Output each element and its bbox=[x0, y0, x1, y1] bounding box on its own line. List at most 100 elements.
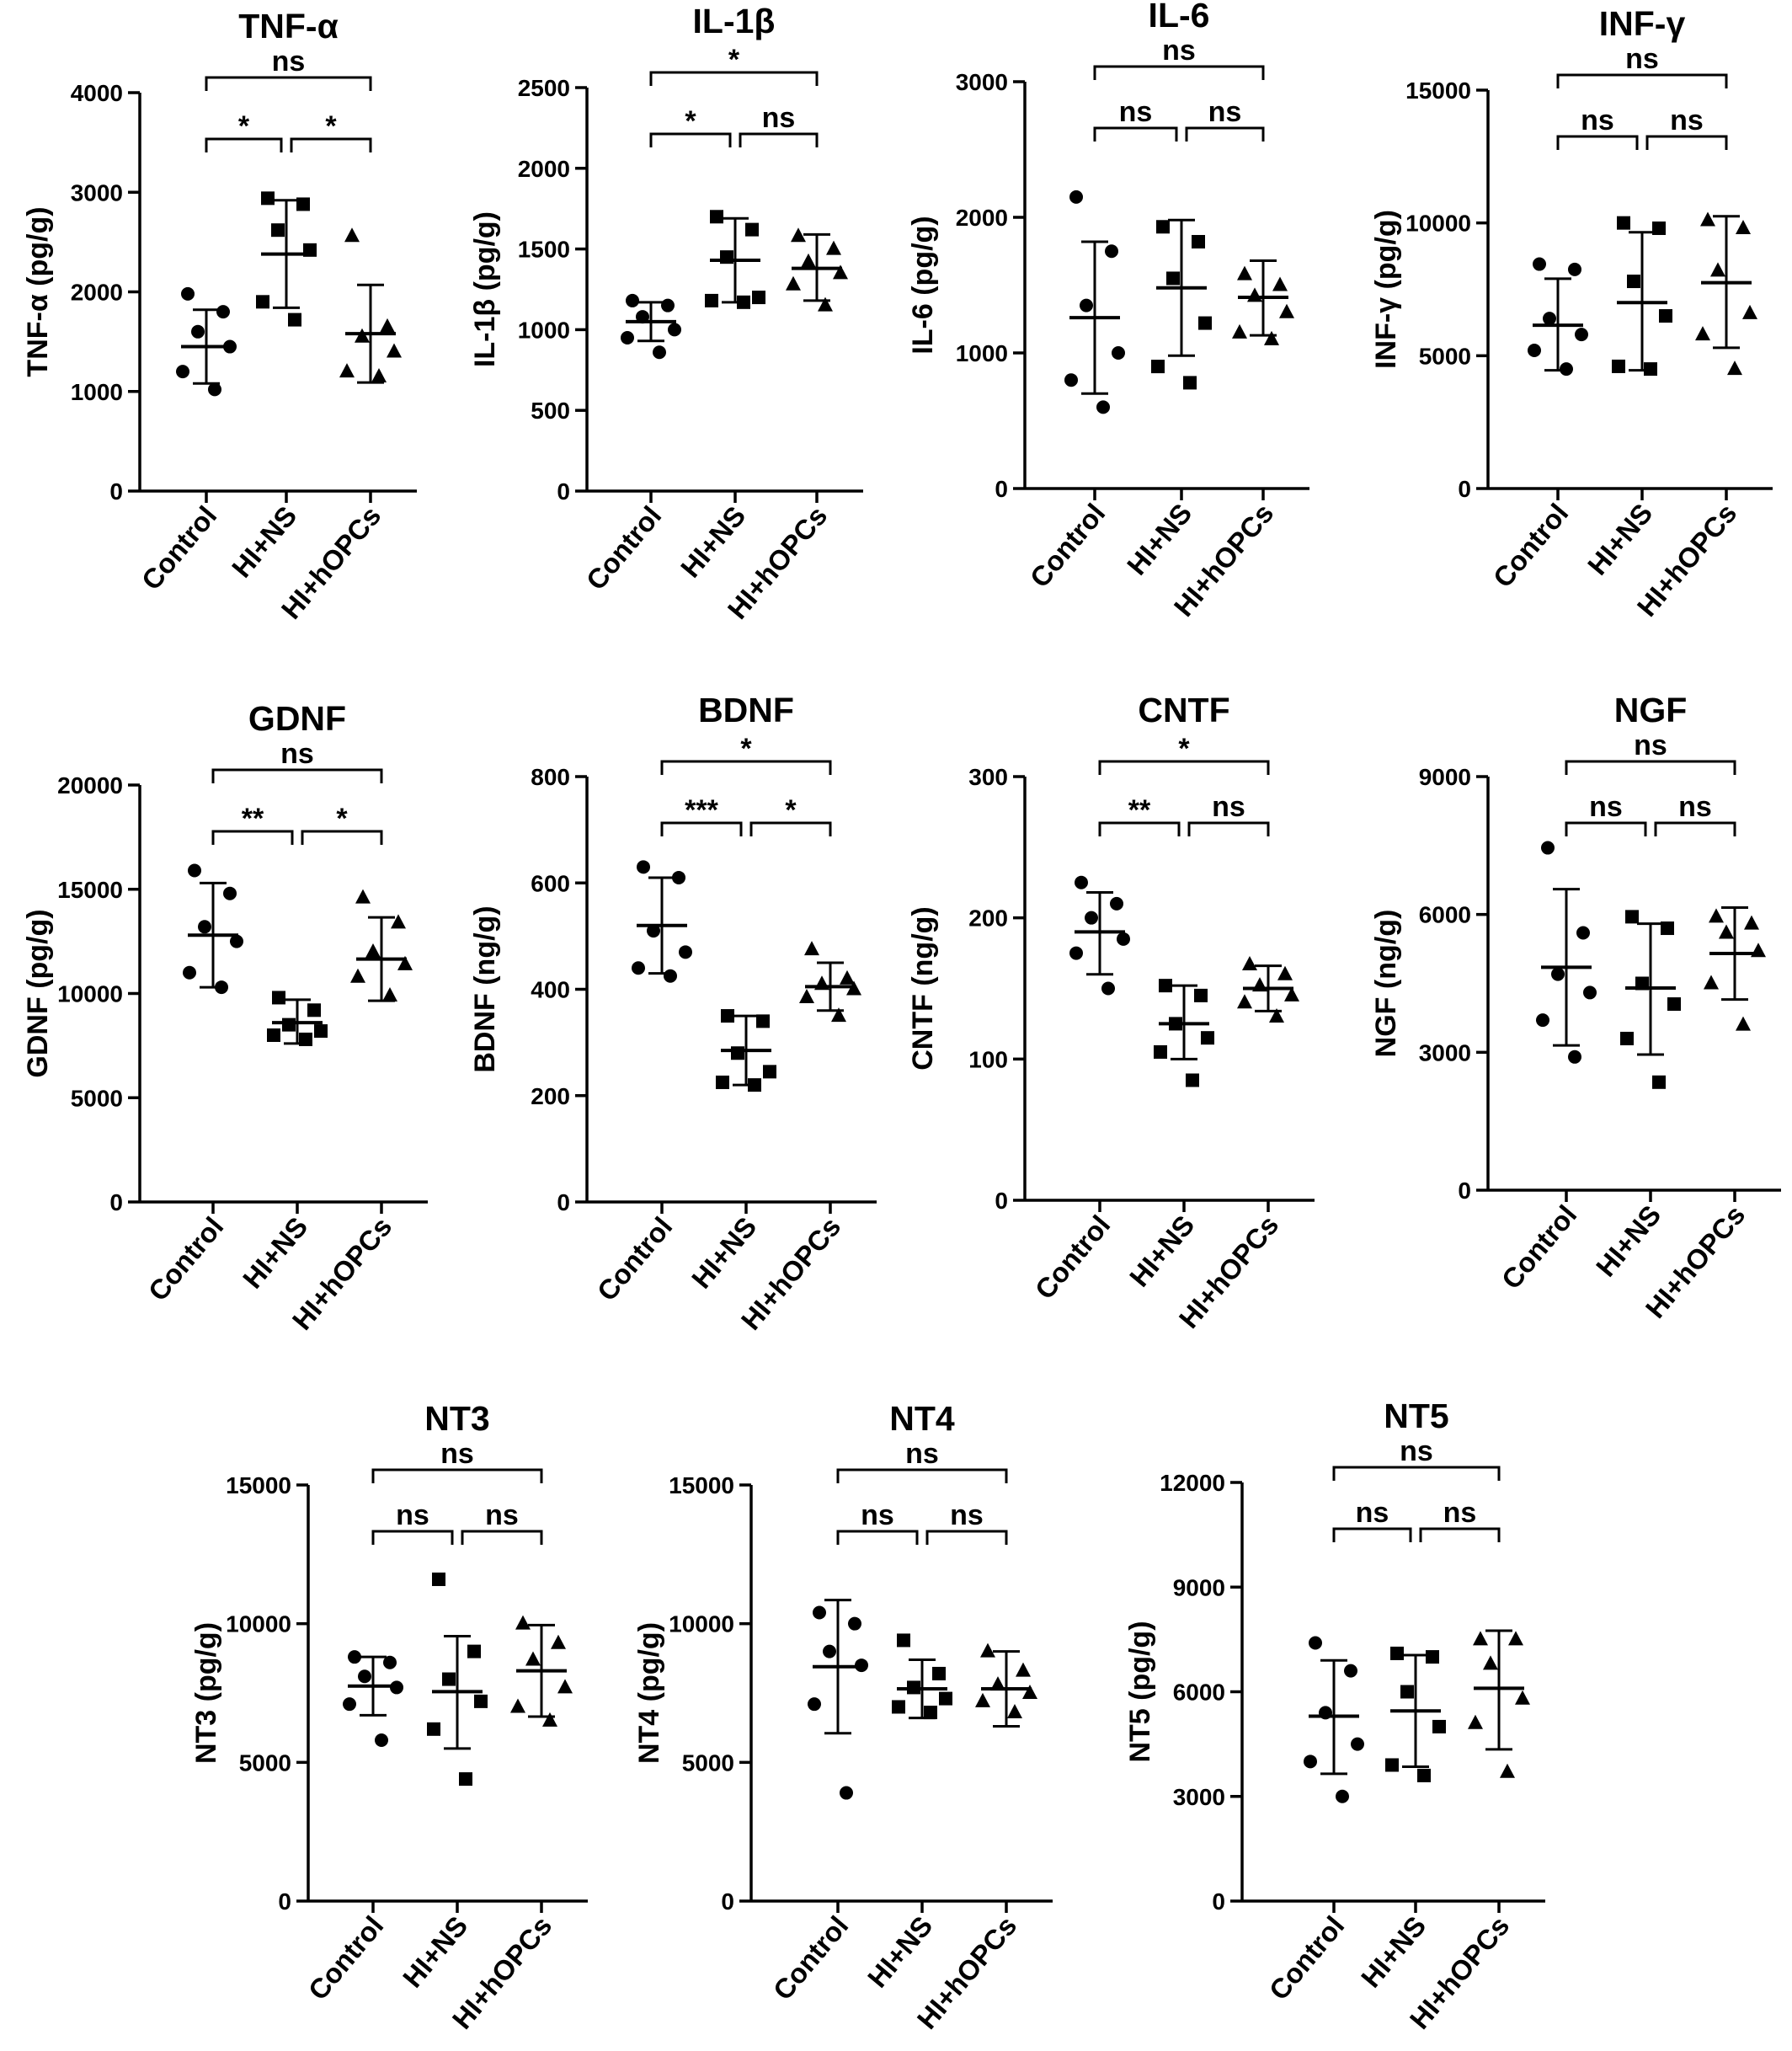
data-point bbox=[223, 886, 237, 900]
significance-bracket bbox=[836, 1530, 919, 1545]
y-tick-label: 1500 bbox=[518, 237, 570, 263]
significance-label: ns bbox=[905, 1438, 939, 1470]
y-tick-label: 100 bbox=[968, 1046, 1008, 1072]
data-point bbox=[892, 1700, 905, 1714]
x-tick-label: Control bbox=[580, 500, 668, 596]
data-point bbox=[990, 1676, 1005, 1691]
y-tick-label: 12000 bbox=[1160, 1470, 1225, 1496]
significance-label: ns bbox=[1634, 729, 1667, 761]
data-point bbox=[653, 345, 666, 360]
data-point bbox=[621, 330, 634, 345]
data-point bbox=[1508, 1631, 1523, 1646]
y-tick-label: 10000 bbox=[669, 1611, 734, 1637]
data-point bbox=[442, 1672, 456, 1686]
data-point bbox=[1192, 234, 1205, 248]
y-axis-label: BDNF (ng/g) bbox=[469, 905, 501, 1072]
data-point bbox=[176, 365, 189, 379]
data-point bbox=[1069, 946, 1083, 960]
data-point bbox=[1612, 359, 1625, 373]
data-point bbox=[1583, 985, 1597, 1000]
significance-bracket bbox=[211, 768, 383, 783]
data-point bbox=[1541, 841, 1555, 855]
y-axis-label: NT3 (pg/g) bbox=[190, 1622, 222, 1764]
x-tick-label: HI+NS bbox=[675, 500, 751, 584]
data-point bbox=[557, 1679, 573, 1694]
y-tick-label: 3000 bbox=[71, 179, 123, 206]
data-point bbox=[380, 318, 395, 333]
data-point bbox=[391, 914, 406, 929]
significance-bracket bbox=[1556, 73, 1728, 88]
data-point bbox=[637, 860, 650, 874]
panel-title: NGF bbox=[1614, 691, 1688, 729]
data-point bbox=[1417, 1768, 1431, 1782]
data-point bbox=[1344, 1664, 1357, 1678]
y-tick-label: 5000 bbox=[71, 1085, 123, 1111]
y-tick-label: 200 bbox=[968, 905, 1008, 932]
data-point bbox=[745, 222, 759, 237]
significance-bracket bbox=[649, 71, 819, 86]
y-tick-label: 2000 bbox=[956, 205, 1008, 231]
data-point bbox=[1744, 915, 1759, 930]
y-tick-label: 200 bbox=[531, 1083, 570, 1109]
significance-label: ns bbox=[1119, 96, 1153, 128]
significance-label: * bbox=[740, 733, 752, 765]
data-point bbox=[1704, 975, 1719, 990]
significance-bracket bbox=[371, 1530, 454, 1545]
data-point bbox=[1105, 244, 1118, 259]
data-point bbox=[1351, 1737, 1364, 1751]
significance-label: *** bbox=[685, 794, 718, 826]
data-point bbox=[1156, 220, 1170, 234]
y-axis-label: NT5 (pg/g) bbox=[1124, 1621, 1156, 1762]
data-point bbox=[1576, 926, 1590, 940]
data-point bbox=[1536, 1013, 1549, 1028]
data-point bbox=[1198, 316, 1212, 330]
data-point bbox=[1560, 362, 1573, 377]
y-axis-label: IL-1β (pg/g) bbox=[469, 211, 501, 367]
y-tick-label: 5000 bbox=[682, 1749, 734, 1776]
significance-label: ns bbox=[950, 1499, 984, 1531]
y-tick-label: 3000 bbox=[1173, 1784, 1225, 1810]
y-tick-label: 10000 bbox=[1405, 211, 1471, 237]
panel-title: NT5 bbox=[1384, 1397, 1448, 1435]
data-point bbox=[731, 1046, 744, 1060]
data-point bbox=[1096, 400, 1110, 414]
significance-label: ns bbox=[272, 45, 306, 77]
x-tick-label: Control bbox=[1029, 1210, 1117, 1306]
data-point bbox=[1272, 276, 1288, 291]
significance-bracket bbox=[1332, 1466, 1501, 1481]
data-point bbox=[343, 1697, 356, 1712]
significance-bracket bbox=[205, 137, 283, 152]
panel-8: NT3 0 5000 10000 15000 NT3 (pg/g) Control HI+NS… bbox=[190, 1399, 588, 2035]
data-point bbox=[668, 323, 681, 337]
data-point bbox=[307, 1003, 321, 1017]
data-point bbox=[1751, 943, 1766, 958]
significance-bracket bbox=[925, 1530, 1008, 1545]
data-point bbox=[383, 1655, 397, 1669]
data-point bbox=[181, 286, 195, 301]
data-point bbox=[710, 210, 723, 224]
data-point bbox=[1319, 1706, 1332, 1720]
data-point bbox=[382, 986, 397, 1001]
data-point bbox=[525, 1651, 541, 1666]
data-point bbox=[1085, 911, 1098, 925]
data-point bbox=[397, 955, 413, 970]
data-point bbox=[975, 1692, 990, 1707]
y-tick-label: 0 bbox=[1458, 1178, 1471, 1204]
panel-title: BDNF bbox=[698, 691, 794, 729]
data-point bbox=[786, 275, 801, 291]
panel-2: IL-6 0 1000 2000 3000 IL-6 (pg/g) Control HI+NS… bbox=[907, 0, 1309, 622]
x-tick-label: HI+NS bbox=[237, 1211, 313, 1295]
y-axis-label: IL-6 (pg/g) bbox=[907, 216, 939, 354]
data-point bbox=[939, 1691, 952, 1706]
data-point bbox=[848, 1616, 861, 1631]
data-point bbox=[1279, 303, 1294, 318]
significance-bracket bbox=[1098, 821, 1181, 836]
data-point bbox=[897, 1633, 910, 1648]
data-point bbox=[1101, 981, 1115, 996]
data-point bbox=[1736, 219, 1751, 234]
data-point bbox=[855, 1658, 868, 1673]
data-point bbox=[1277, 965, 1293, 980]
data-point bbox=[1528, 344, 1541, 358]
significance-bracket bbox=[1556, 135, 1639, 150]
data-point bbox=[1543, 312, 1556, 326]
